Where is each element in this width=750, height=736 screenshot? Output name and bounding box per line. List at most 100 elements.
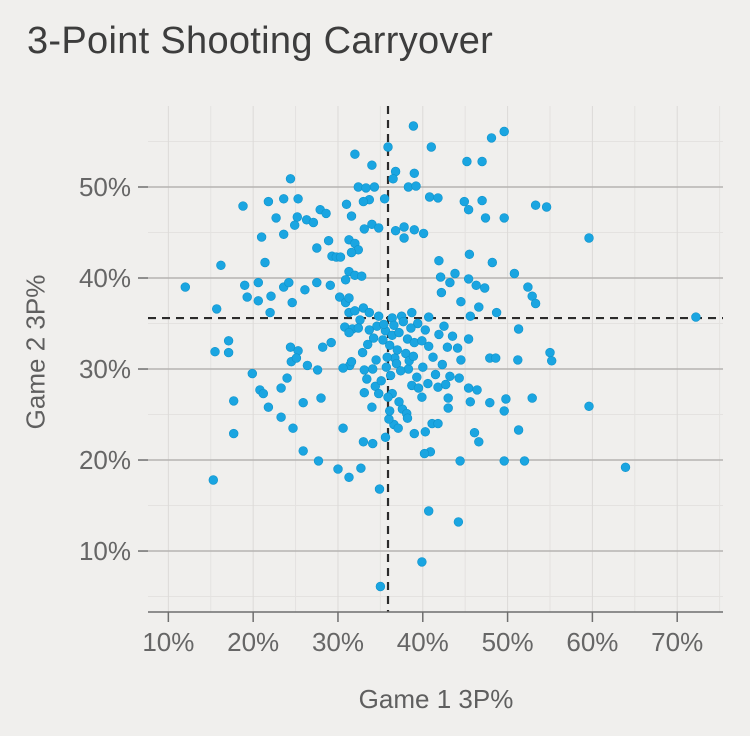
scatter-point	[584, 233, 594, 243]
scatter-point	[513, 324, 524, 334]
scatter-point	[463, 334, 474, 344]
x-tick-label: 20%	[227, 627, 279, 657]
scatter-point	[545, 347, 555, 358]
y-tick-label: 30%	[79, 354, 131, 384]
scatter-point	[447, 331, 458, 341]
scatter-point	[412, 372, 422, 382]
scatter-point	[417, 557, 427, 567]
scatter-point	[238, 201, 248, 211]
scatter-point	[253, 277, 263, 288]
scatter-point	[378, 335, 388, 345]
scatter-point	[271, 213, 281, 223]
scatter-point	[445, 371, 455, 381]
scatter-point	[433, 193, 443, 203]
scatter-point	[513, 425, 524, 435]
scatter-point	[288, 423, 298, 433]
scatter-point	[285, 174, 296, 184]
scatter-point	[435, 272, 446, 282]
scatter-point	[437, 359, 447, 370]
scatter-point	[584, 401, 594, 411]
scatter-point	[463, 383, 474, 393]
scatter-point	[477, 156, 487, 167]
scatter-point	[399, 233, 409, 243]
scatter-point	[384, 414, 394, 424]
scatter-point	[358, 437, 369, 447]
scatter-point	[229, 396, 239, 406]
scatter-point	[383, 142, 393, 152]
scatter-point	[263, 196, 274, 207]
scatter-point	[393, 423, 403, 433]
scatter-point	[472, 385, 482, 395]
scatter-point	[216, 260, 226, 270]
scatter-point	[403, 364, 414, 374]
scatter-point	[374, 388, 384, 399]
scatter-point	[442, 342, 453, 352]
scatter-point	[367, 160, 377, 170]
scatter-point	[374, 223, 384, 233]
scatter-point	[465, 311, 475, 321]
scatter-point	[456, 355, 466, 365]
scatter-point	[462, 156, 472, 167]
scatter-point	[240, 280, 250, 290]
scatter-point	[385, 370, 396, 381]
scatter-point	[258, 388, 268, 399]
x-tick-label: 60%	[566, 627, 618, 657]
scatter-point	[398, 317, 408, 327]
scatter-point	[344, 293, 354, 303]
scatter-point	[223, 347, 234, 358]
y-axis-title: Game 2 3P%	[20, 274, 51, 430]
scatter-point	[359, 224, 369, 234]
scatter-point	[356, 463, 366, 473]
scatter-point	[291, 353, 302, 363]
scatter-point	[359, 388, 369, 398]
scatter-point	[418, 228, 429, 239]
scatter-point	[408, 351, 419, 361]
scatter-point	[420, 427, 430, 437]
scatter-point	[359, 365, 369, 375]
scatter-point	[419, 448, 430, 459]
scatter-point	[423, 378, 433, 389]
scatter-point	[434, 329, 444, 340]
scatter-point	[452, 343, 463, 353]
scatter-point	[382, 352, 392, 362]
scatter-point	[369, 182, 380, 192]
scatter-point	[418, 362, 428, 372]
scatter-point	[499, 406, 509, 416]
scatter-point	[546, 356, 557, 366]
scatter-point	[445, 277, 455, 288]
scatter-point	[321, 208, 331, 219]
scatter-point	[212, 304, 222, 314]
scatter-point	[383, 392, 393, 402]
scatter-point	[388, 174, 398, 184]
scatter-point	[242, 292, 252, 302]
scatter-point	[450, 268, 460, 279]
scatter-point	[501, 394, 511, 404]
scatter-point	[346, 357, 357, 367]
scatter-point	[379, 194, 390, 204]
scatter-point	[344, 472, 354, 482]
scatter-point	[413, 318, 423, 329]
scatter-point	[385, 340, 395, 350]
scatter-point	[346, 247, 357, 258]
scatter-point	[409, 225, 419, 235]
scatter-point	[335, 252, 346, 262]
scatter-point	[394, 397, 404, 407]
y-tick-label: 10%	[79, 536, 131, 566]
scatter-point	[368, 438, 378, 449]
scatter-point	[394, 327, 404, 338]
scatter-point	[357, 347, 368, 358]
scatter-point	[443, 403, 453, 413]
scatter-point	[285, 342, 296, 352]
scatter-point	[312, 243, 322, 253]
scatter-point	[358, 196, 369, 207]
scatter-point	[282, 373, 292, 383]
scatter-point	[364, 307, 374, 318]
scatter-point	[279, 229, 289, 240]
y-tick-label: 50%	[79, 172, 131, 202]
scatter-point	[316, 393, 326, 403]
scatter-point	[298, 398, 308, 408]
scatter-point	[379, 319, 389, 330]
scatter-point	[471, 280, 481, 290]
scatter-point	[253, 296, 263, 306]
